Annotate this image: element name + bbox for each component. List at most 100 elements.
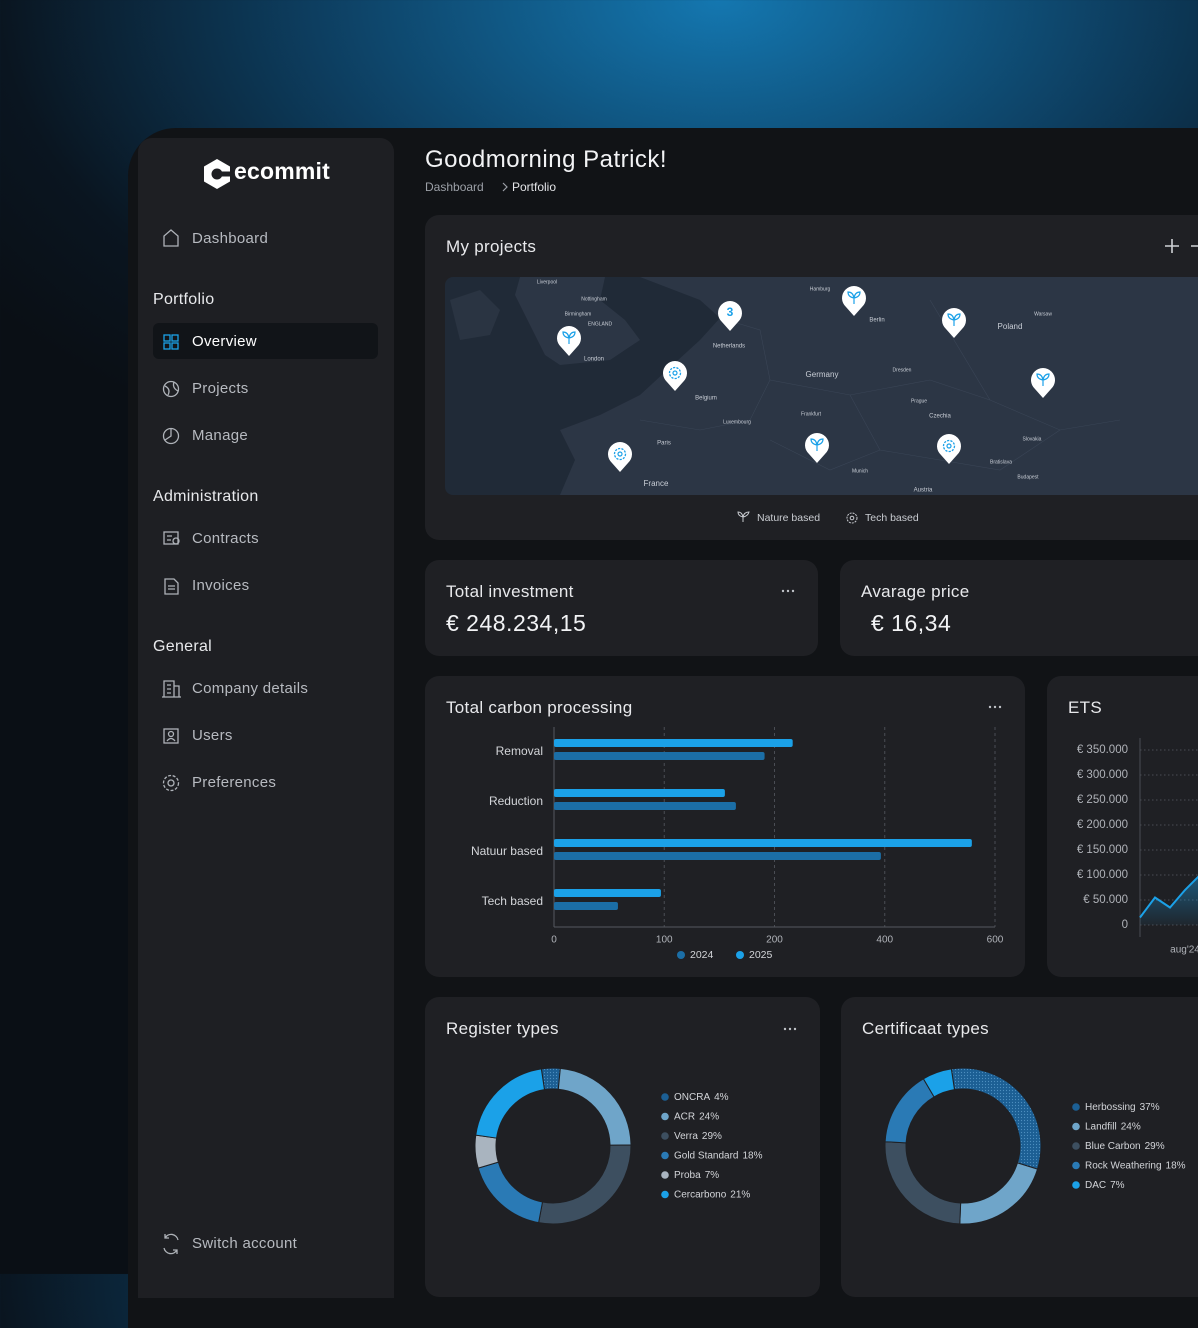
y-tick-label: € 250.000 [1077, 794, 1128, 806]
cluster-count: 3 [727, 305, 734, 319]
nav-item[interactable]: Overview [192, 333, 257, 350]
map-label: Budapest [1017, 474, 1039, 480]
legend-label: 2024 [690, 949, 714, 961]
map-pin[interactable] [557, 326, 581, 356]
add-button[interactable] [1163, 237, 1198, 255]
menu-dot [788, 1027, 792, 1031]
legend-name: DAC [1085, 1180, 1106, 1191]
legend-label: ONCRA 4% [674, 1092, 729, 1103]
donut-segment [884, 1078, 935, 1144]
y-tick-label: € 100.000 [1077, 869, 1128, 881]
legend-swatch [736, 951, 744, 959]
nav-item[interactable]: Manage [192, 427, 249, 444]
legend-label: Proba 7% [674, 1170, 719, 1181]
kpi-title: Total investment [446, 582, 574, 601]
map-label: Luxembourg [723, 419, 751, 425]
donut-segment [959, 1162, 1039, 1225]
active-bg [153, 323, 378, 359]
legend-name: Proba [674, 1170, 701, 1181]
legend-label: 2025 [749, 949, 773, 961]
legend-swatch [1072, 1181, 1080, 1189]
legend-name: Verra [674, 1131, 698, 1142]
nav-item[interactable]: Preferences [192, 774, 277, 791]
menu-dot [993, 705, 997, 709]
bar [554, 752, 765, 760]
bar [554, 789, 725, 797]
pin-icon [946, 443, 952, 449]
map-land [450, 290, 500, 340]
legend-label: Verra 29% [674, 1131, 722, 1142]
chart-card [1047, 676, 1198, 977]
y-tick-label: € 350.000 [1077, 744, 1128, 756]
menu-dot [783, 1027, 787, 1031]
nav-item[interactable]: Dashboard [192, 230, 269, 247]
donut-segment [475, 1068, 546, 1139]
icon-projects [162, 380, 180, 398]
map-pin[interactable] [805, 433, 829, 463]
chart-title: Total carbon processing [446, 698, 633, 717]
legend-label: DAC 7% [1085, 1180, 1125, 1191]
x-tick-label: 200 [766, 935, 783, 946]
map-label: Netherlands [713, 344, 745, 350]
nav-item[interactable]: Users [192, 727, 233, 744]
map-pin[interactable] [663, 361, 687, 391]
nav-item[interactable]: Contracts [192, 530, 259, 547]
pin-icon [562, 331, 576, 344]
nav-item[interactable]: Invoices [192, 577, 250, 594]
map-label: Birmingham [565, 311, 592, 317]
map-label: Austria [914, 488, 933, 494]
menu-dot [786, 589, 790, 593]
legend-value: 21% [730, 1189, 750, 1200]
map-pin[interactable] [942, 308, 966, 338]
map-label: France [644, 479, 669, 488]
legend-name: Cercarbono [674, 1189, 727, 1200]
x-tick-label: 400 [876, 935, 893, 946]
breadcrumb-item[interactable]: Dashboard [425, 180, 484, 194]
x-tick-label: aug'24 [1170, 945, 1198, 956]
map-pin[interactable] [937, 434, 961, 464]
icon-invoices [164, 578, 179, 595]
y-tick-label: € 300.000 [1077, 769, 1128, 781]
y-tick-label: 0 [1122, 919, 1128, 931]
legend-swatch [1072, 1122, 1080, 1131]
donut-segment [477, 1161, 544, 1224]
legend-label: Nature based [757, 512, 820, 524]
map-land [515, 277, 640, 365]
pin-icon [847, 291, 861, 304]
pin-shape [608, 442, 632, 472]
pin-icon [810, 438, 824, 451]
map-pin[interactable] [608, 442, 632, 472]
map-pin[interactable]: 3 [718, 301, 742, 331]
map-label: Germany [806, 370, 839, 379]
legend-label: Cercarbono 21% [674, 1189, 750, 1200]
legend-value: 29% [702, 1131, 722, 1142]
map-pin[interactable] [1031, 368, 1055, 398]
map-pin[interactable] [842, 286, 866, 316]
legend-swatch [661, 1190, 669, 1199]
brand-name: ecommit [234, 158, 330, 184]
nav-item[interactable]: Projects [192, 380, 249, 397]
legend-swatch [677, 951, 685, 959]
legend-label: Tech based [865, 512, 919, 524]
map-label: Poland [998, 322, 1023, 331]
kpi-value: € 248.234,15 [446, 610, 587, 636]
legend-value: 24% [699, 1111, 719, 1122]
line [1139, 875, 1198, 919]
icon-switch [163, 1233, 179, 1255]
chart-title: Register types [446, 1019, 559, 1038]
pin-shape [718, 301, 742, 331]
icon-users [163, 728, 179, 744]
breadcrumb-separator [502, 182, 508, 192]
switch-account[interactable]: Switch account [192, 1235, 298, 1252]
pin-icon [672, 370, 678, 376]
x-tick-label: 0 [551, 935, 557, 946]
y-tick-label: € 200.000 [1077, 819, 1128, 831]
legend-name: Gold Standard [674, 1150, 739, 1161]
nav-item[interactable]: Company details [192, 680, 309, 697]
legend-label: Landfill 24% [1085, 1121, 1141, 1132]
legend-value: 7% [1110, 1180, 1125, 1191]
nav-icons [153, 229, 378, 1255]
legend-name: Rock Weathering [1085, 1160, 1162, 1171]
pin-icon [613, 447, 627, 461]
legend-value: 18% [1166, 1160, 1186, 1171]
